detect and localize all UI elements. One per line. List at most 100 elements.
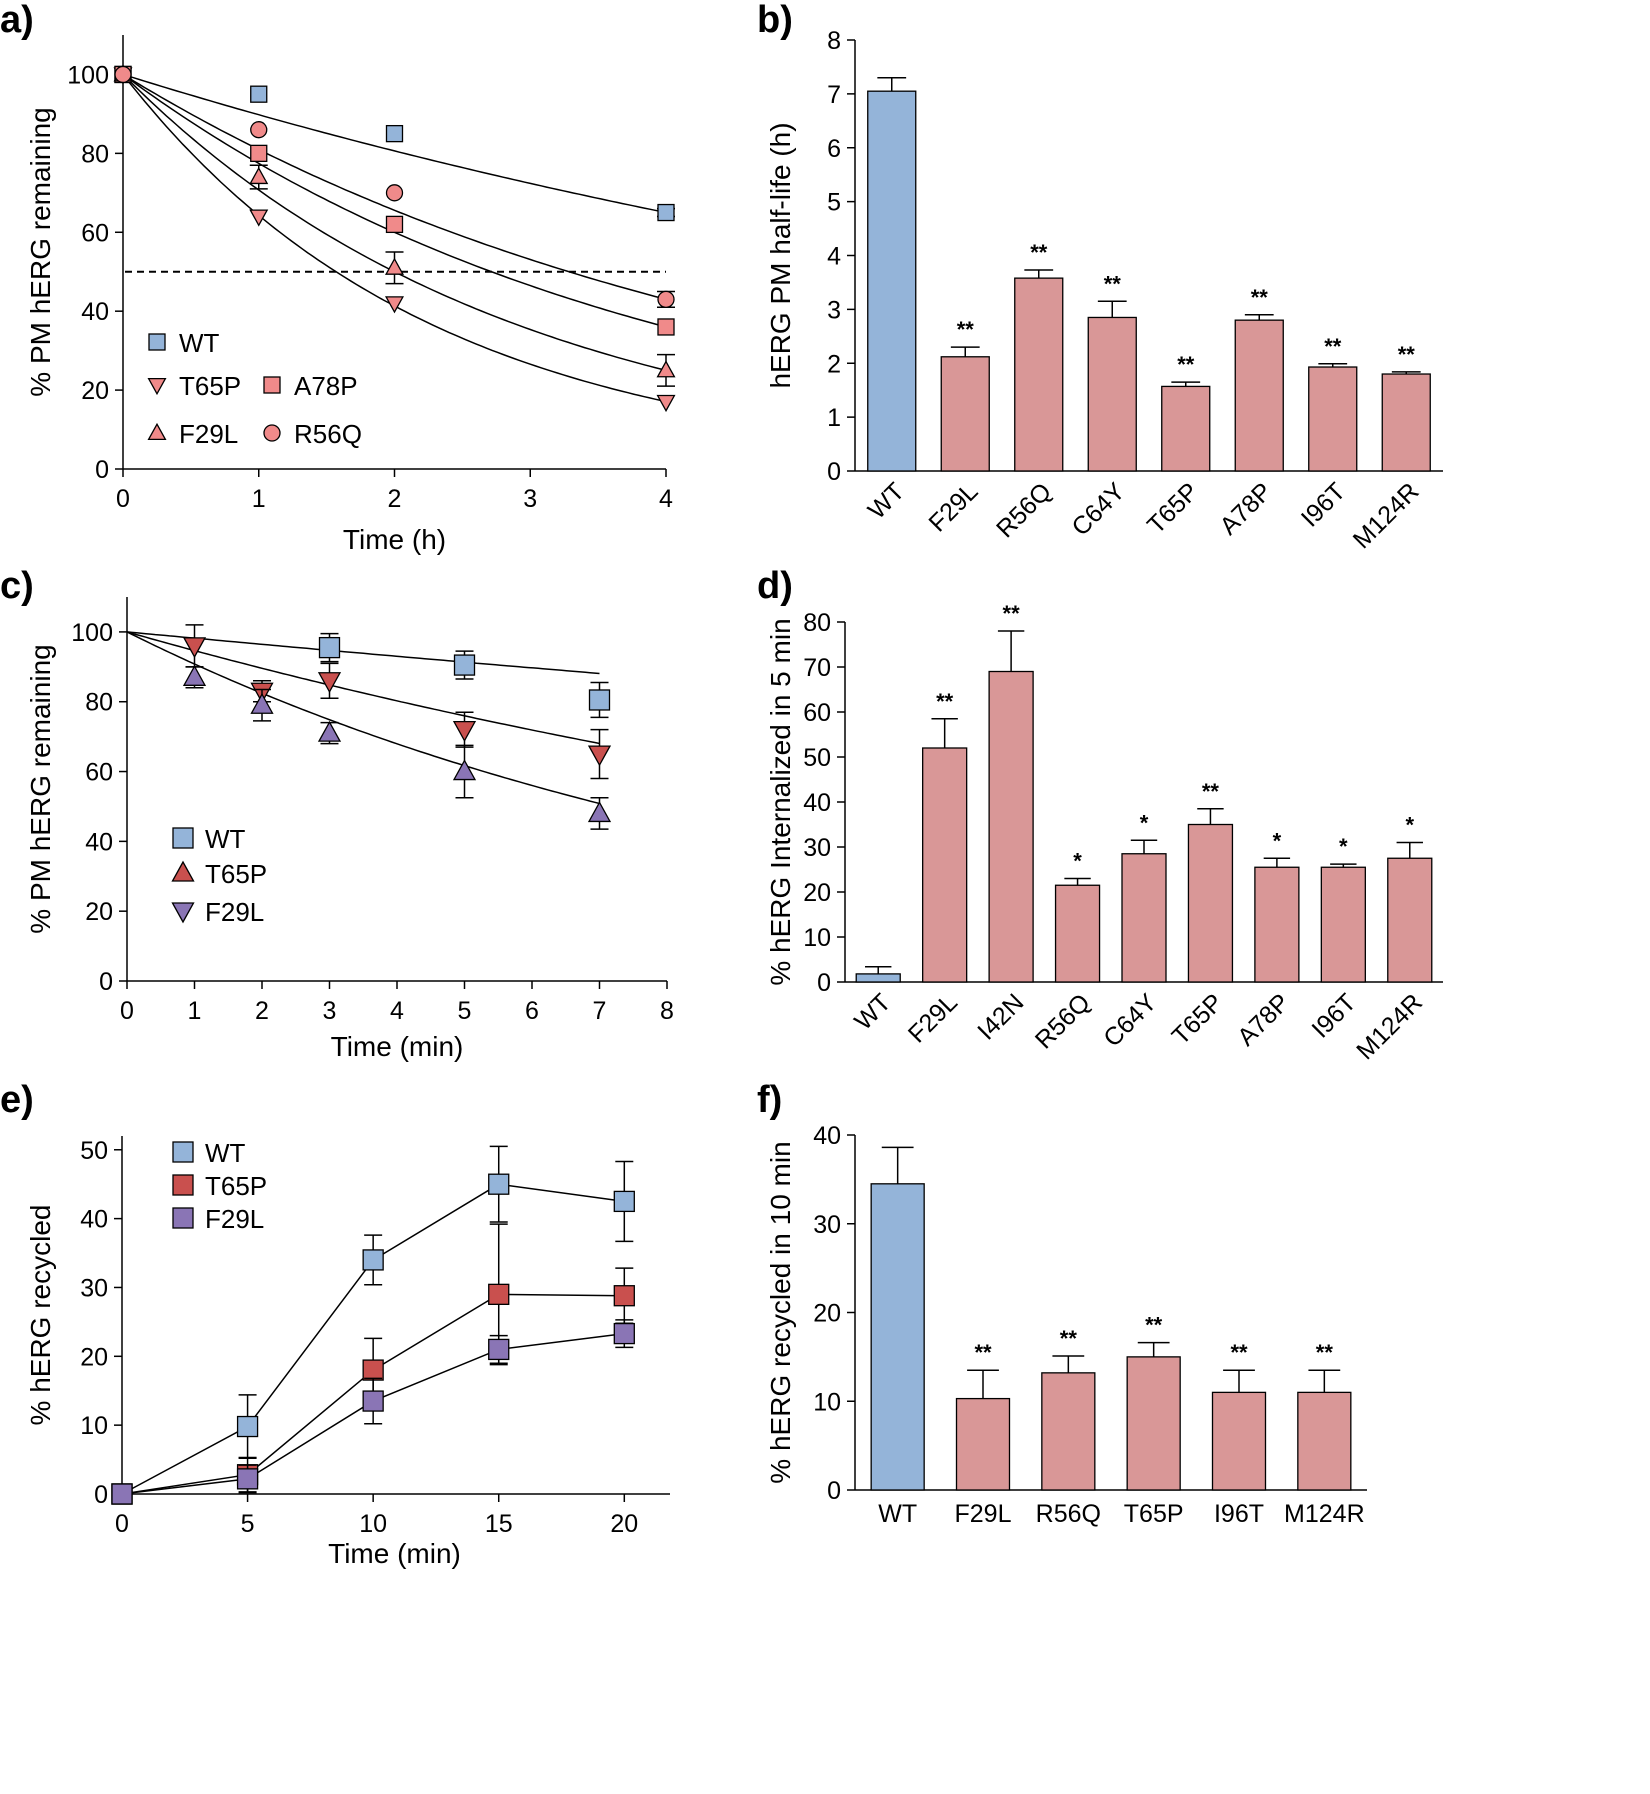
x-tick-label: M124R: [1348, 477, 1425, 554]
series-line-r56q: [122, 73, 667, 301]
data-point-f29l: [613, 1322, 635, 1345]
y-axis-label: % hERG Internalized in 5 min: [765, 618, 796, 985]
data-point-r56q: [657, 290, 675, 308]
legend-label-f29l: F29L: [179, 419, 238, 449]
significance-label: **: [957, 317, 975, 342]
y-tick-label: 0: [94, 1481, 108, 1509]
x-tick-label: 20: [610, 1510, 638, 1538]
x-tick-label: 6: [525, 997, 539, 1025]
x-tick-label: I42N: [972, 988, 1029, 1045]
significance-label: **: [1177, 352, 1195, 377]
data-point-wt: [488, 1173, 510, 1195]
significance-label: **: [936, 689, 954, 714]
x-tick-label: WT: [849, 988, 896, 1035]
data-point-f29l: [587, 801, 612, 823]
significance-label: **: [1251, 285, 1269, 310]
panel-letter: e): [0, 1079, 34, 1121]
panel-letter: c): [0, 565, 34, 607]
x-axis-label: Time (min): [328, 1538, 461, 1569]
significance-label: **: [1398, 342, 1416, 367]
y-axis-label: % hERG recycled: [25, 1205, 56, 1426]
significance-label: *: [1405, 813, 1414, 838]
x-tick-label: WT: [878, 1500, 917, 1528]
data-point-r56q: [114, 65, 132, 84]
legend-marker-t65p: [172, 1174, 194, 1196]
y-tick-label: 30: [80, 1274, 108, 1302]
x-tick-label: 10: [359, 1510, 387, 1538]
y-tick-label: 2: [827, 350, 841, 378]
legend-label-r56q: R56Q: [294, 419, 362, 449]
x-tick-label: F29L: [923, 477, 983, 537]
x-tick-label: M124R: [1351, 988, 1428, 1065]
legend-label-t65p: T65P: [205, 859, 267, 889]
bar-i96t: [1320, 866, 1366, 983]
y-tick-label: 20: [80, 1343, 108, 1371]
data-point-t65p: [613, 1285, 635, 1307]
data-point-r56q: [250, 121, 268, 139]
series-line-t65p: [126, 631, 600, 745]
y-tick-label: 20: [803, 879, 831, 907]
data-point-wt: [613, 1190, 635, 1213]
y-tick-label: 1: [827, 404, 841, 432]
data-point-f29l: [250, 692, 274, 714]
legend-marker-wt: [172, 827, 194, 849]
bar-f29l: [940, 356, 990, 472]
x-tick-label: 0: [116, 485, 130, 513]
x-tick-label: T65P: [1142, 477, 1204, 539]
y-tick-label: 0: [827, 458, 841, 486]
data-point-t65p: [488, 1283, 510, 1305]
data-point-wt: [250, 85, 268, 103]
significance-label: **: [1202, 779, 1220, 804]
legend-marker-wt: [172, 1141, 194, 1163]
data-point-r56q: [385, 184, 404, 202]
x-tick-label: C64Y: [1066, 477, 1130, 541]
data-point-a78p: [385, 215, 404, 234]
bar-a78p: [1234, 319, 1284, 472]
bar-i96t: [1308, 366, 1358, 472]
x-tick-label: 0: [120, 997, 134, 1025]
legend-label-t65p: T65P: [205, 1171, 267, 1201]
data-point-f29l: [488, 1338, 510, 1361]
x-tick-label: I96T: [1306, 988, 1361, 1043]
y-tick-label: 50: [80, 1137, 108, 1165]
legend-label-f29l: F29L: [205, 1204, 264, 1234]
data-point-t65p: [452, 721, 477, 742]
y-tick-label: 80: [85, 689, 113, 717]
panel-b-bar-chart: b) 0 1 2 3 4 5 6 7 8 hERG PM half-life (h) WT ** F29L…: [757, 0, 1443, 554]
y-tick-label: 60: [81, 219, 109, 247]
x-tick-label: I96T: [1214, 1500, 1264, 1528]
x-tick-label: A78P: [1214, 477, 1277, 540]
data-point-wt: [236, 1415, 259, 1438]
x-tick-label: F29L: [955, 1500, 1012, 1528]
x-tick-label: 5: [241, 1510, 255, 1538]
y-tick-label: 80: [803, 609, 831, 637]
y-tick-label: 40: [803, 789, 831, 817]
significance-label: *: [1339, 834, 1348, 859]
x-tick-label: WT: [863, 477, 910, 524]
x-axis-label: Time (min): [331, 1031, 464, 1062]
bar-c64y: [1121, 853, 1167, 983]
y-tick-label: 40: [85, 828, 113, 856]
legend-label-t65p: T65P: [179, 371, 241, 401]
x-tick-label: 4: [659, 485, 673, 513]
bar-wt: [855, 973, 901, 983]
y-tick-label: 10: [80, 1412, 108, 1440]
y-tick-label: 30: [813, 1211, 841, 1239]
data-point-f29l: [249, 166, 269, 185]
legend-marker-r56q: [263, 424, 281, 442]
x-tick-label: F29L: [903, 988, 963, 1048]
significance-label: **: [1060, 1326, 1078, 1351]
bar-t65p: [1126, 1356, 1181, 1491]
x-tick-label: R56Q: [1036, 1500, 1101, 1528]
bar-t65p: [1161, 385, 1211, 472]
panel-letter: d): [757, 565, 793, 607]
bar-r56q: [1041, 1372, 1096, 1491]
legend-label-wt: WT: [205, 1138, 246, 1168]
bar-c64y: [1087, 316, 1137, 472]
bar-wt: [867, 90, 917, 472]
x-tick-label: 3: [323, 997, 337, 1025]
y-tick-label: 30: [803, 834, 831, 862]
bar-t65p: [1187, 823, 1234, 983]
y-axis-label: hERG PM half-life (h): [765, 122, 796, 388]
data-point-t65p: [362, 1359, 384, 1381]
